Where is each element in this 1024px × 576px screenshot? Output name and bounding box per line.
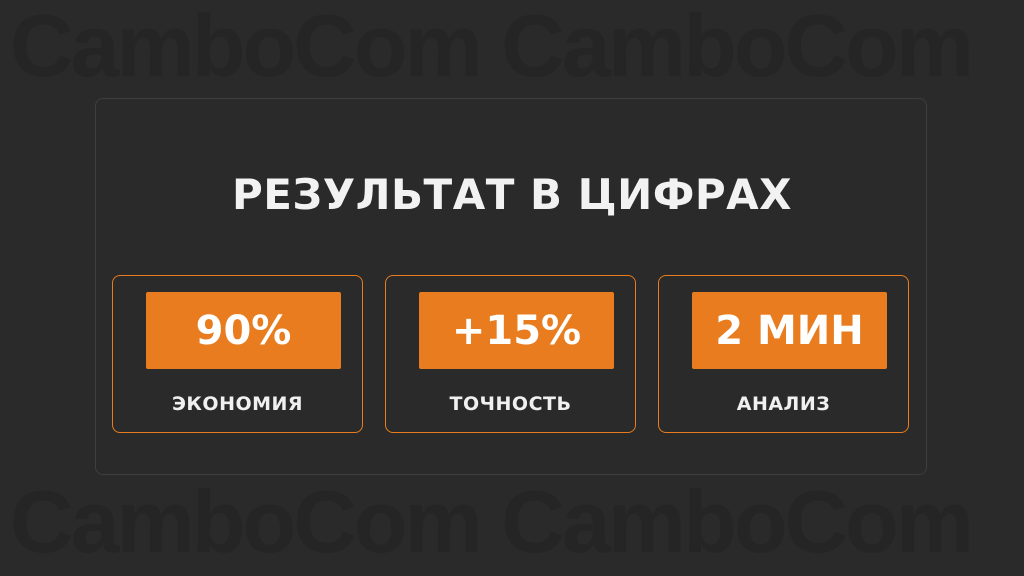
watermark-bottom: CamboCom CamboCom: [10, 472, 974, 571]
watermark-top: CamboCom CamboCom: [10, 0, 974, 95]
page-title: РЕЗУЛЬТАТ В ЦИФРАХ: [231, 170, 793, 219]
stat-value: 90%: [146, 292, 341, 369]
results-card: [95, 98, 927, 475]
stat-accuracy: +15% ТОЧНОСТЬ: [385, 275, 636, 433]
stat-label: ЭКОНОМИЯ: [171, 393, 304, 415]
stat-analysis: 2 МИН АНАЛИЗ: [658, 275, 909, 433]
stat-value: +15%: [419, 292, 614, 369]
stat-label: АНАЛИЗ: [736, 393, 831, 415]
stat-savings: 90% ЭКОНОМИЯ: [112, 275, 363, 433]
stat-label: ТОЧНОСТЬ: [449, 393, 572, 415]
stat-value: 2 МИН: [692, 292, 887, 369]
